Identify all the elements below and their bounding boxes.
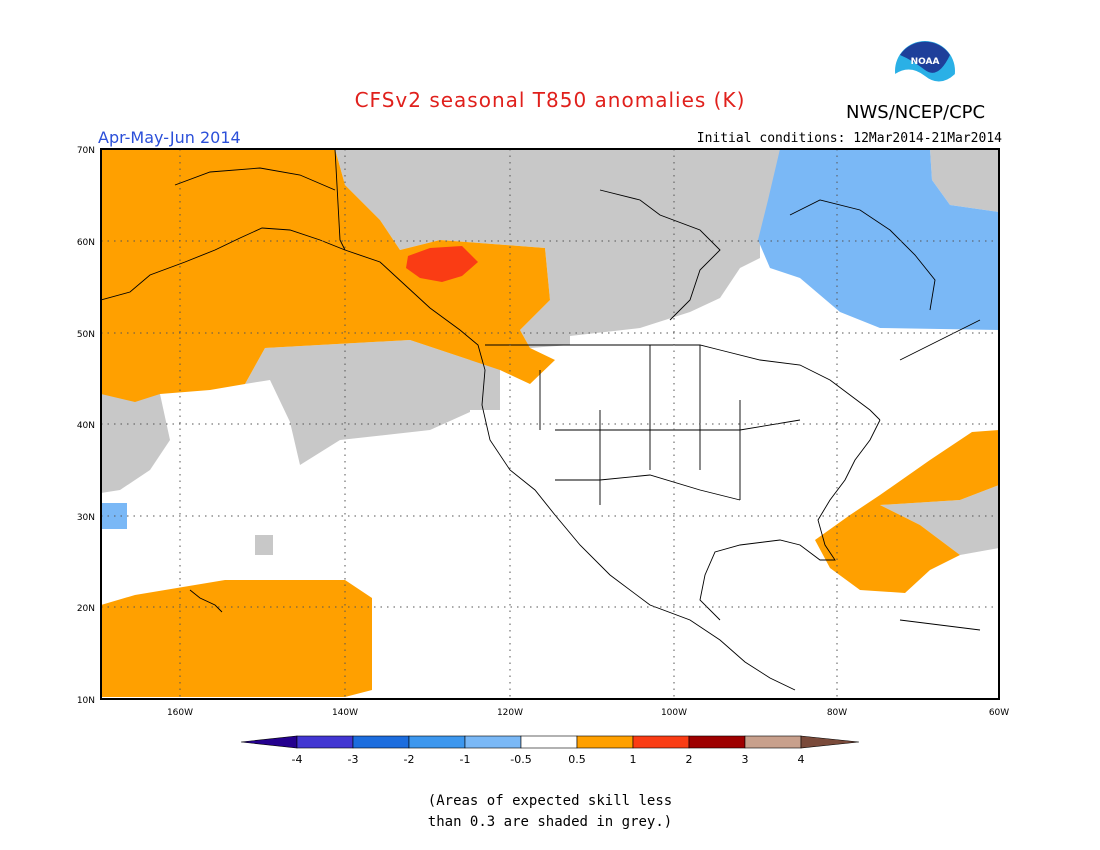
gridlines: [101, 149, 999, 699]
colorbar-segment: [352, 735, 410, 749]
lon-label: 160W: [167, 708, 193, 718]
coastlines: [101, 149, 981, 691]
colorbar: -4 -3 -2 -1 -0.5 0.5 1 2 3 4: [240, 735, 860, 766]
colorbar-segment: [688, 735, 746, 749]
colorbar-tick: 0.5: [568, 753, 586, 766]
legend-note-line: (Areas of expected skill less: [427, 793, 673, 809]
organization-label: NWS/NCEP/CPC: [846, 102, 986, 123]
lon-label: 100W: [661, 708, 687, 718]
strong-anomaly-region: [406, 246, 478, 282]
colorbar-arrow-low: [240, 735, 298, 749]
colorbar-tick: 2: [686, 753, 693, 766]
longitude-labels: 160W 140W 120W 100W 80W 60W: [167, 708, 1009, 718]
latitude-labels: 70N 60N 50N 40N 30N 20N 10N: [77, 146, 95, 706]
negative-anomaly-region: [758, 149, 999, 330]
legend-note: (Areas of expected skill less than 0.3 a…: [0, 791, 1100, 833]
colorbar-tick: -0.5: [510, 753, 531, 766]
colorbar-tick: -2: [404, 753, 415, 766]
colorbar-tick: -1: [460, 753, 471, 766]
colorbar-segment: [408, 735, 466, 749]
lon-label: 140W: [332, 708, 358, 718]
lon-label: 60W: [989, 708, 1009, 718]
colorbar-tick: -3: [348, 753, 359, 766]
colorbar-segment: [296, 735, 354, 749]
colorbar-segment: [744, 735, 802, 749]
lat-label: 30N: [77, 513, 95, 523]
colorbar-segment: [520, 735, 578, 749]
colorbar-tick-labels: -4 -3 -2 -1 -0.5 0.5 1 2 3 4: [292, 753, 805, 766]
lat-label: 10N: [77, 696, 95, 706]
lat-label: 50N: [77, 330, 95, 340]
lat-label: 40N: [77, 421, 95, 431]
lat-label: 60N: [77, 238, 95, 248]
logo-text: NOAA: [911, 57, 940, 67]
colorbar-segment: [464, 735, 522, 749]
colorbar-arrow-high: [800, 735, 860, 749]
lat-label: 70N: [77, 146, 95, 156]
colorbar-segment: [632, 735, 690, 749]
lon-label: 120W: [497, 708, 523, 718]
noaa-logo: NOAA: [895, 41, 955, 102]
colorbar-segment: [576, 735, 634, 749]
anomaly-map: 70N 60N 50N 40N 30N 20N 10N 160W 140W 12…: [77, 146, 1009, 718]
legend-note-line: than 0.3 are shaded in grey.): [427, 814, 673, 830]
colorbar-tick: 1: [630, 753, 637, 766]
map-frame: [100, 148, 1000, 700]
colorbar-tick: -4: [292, 753, 303, 766]
initial-conditions-label: Initial conditions: 12Mar2014-21Mar2014: [696, 131, 1002, 146]
lon-label: 80W: [827, 708, 847, 718]
anomaly-fields: [101, 149, 999, 697]
positive-anomaly-regions: [101, 149, 999, 697]
colorbar-tick: 4: [798, 753, 805, 766]
season-label: Apr-May-Jun 2014: [98, 128, 241, 147]
lat-label: 20N: [77, 604, 95, 614]
map-title: CFSv2 seasonal T850 anomalies (K): [354, 88, 746, 112]
low-skill-regions: [101, 149, 999, 555]
colorbar-tick: 3: [742, 753, 749, 766]
